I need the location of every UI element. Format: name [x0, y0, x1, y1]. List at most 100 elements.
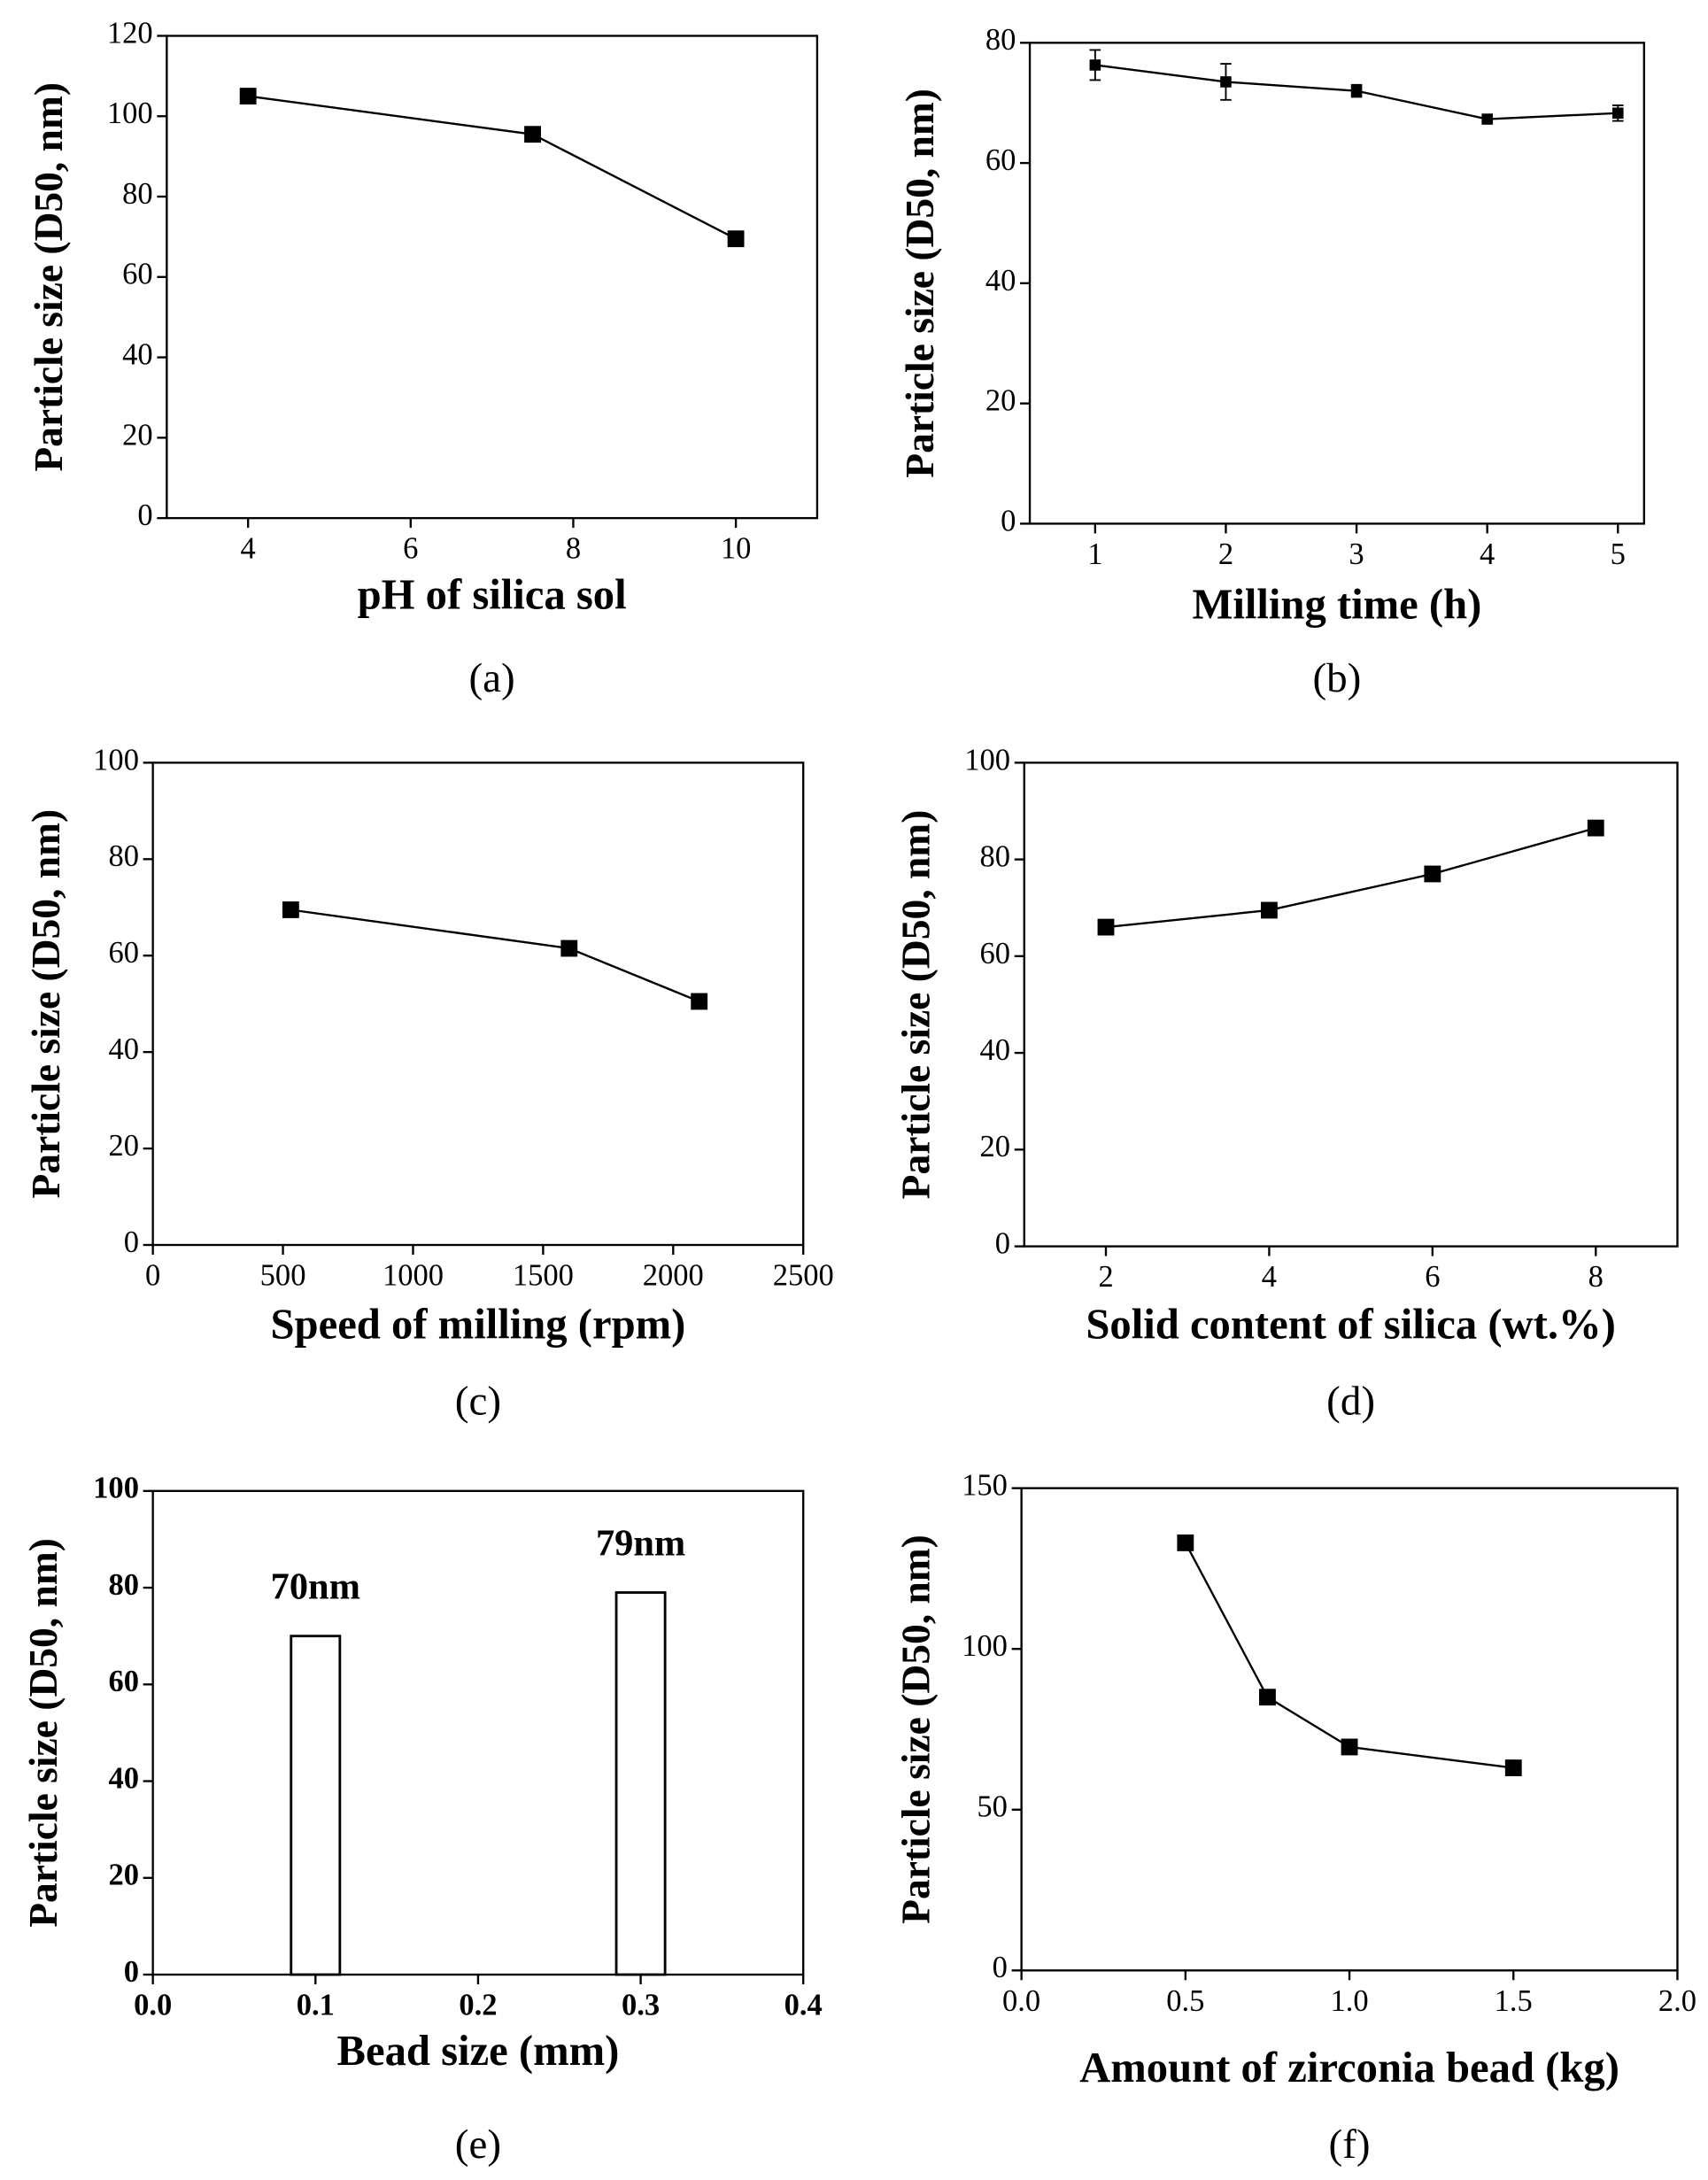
y-tick-label: 100	[93, 1472, 139, 1505]
x-tick-label: 500	[260, 1259, 306, 1293]
y-tick-label: 80	[122, 177, 153, 211]
panel-label: (e)	[455, 2122, 501, 2168]
y-tick-label: 40	[108, 1032, 139, 1066]
marker	[1587, 819, 1604, 837]
line	[1105, 826, 1596, 929]
y-tick-label: 60	[122, 258, 153, 291]
y-tick-label: 20	[122, 418, 153, 452]
x-tick-label: 8	[566, 532, 581, 566]
y-tick-label: 0	[124, 1225, 139, 1259]
y-axis-label: Particle size (D50, nm)	[893, 810, 938, 1200]
value-label: 79nm	[596, 1522, 685, 1564]
line	[290, 908, 700, 1003]
marker	[1220, 76, 1232, 88]
x-tick-label: 2500	[773, 1259, 834, 1293]
marker	[1341, 1738, 1358, 1756]
marker	[282, 901, 299, 918]
x-tick-label: 2	[1098, 1260, 1113, 1294]
x-tick-label: 1.5	[1495, 1984, 1533, 2018]
x-axis-label: Solid content of silica (wt.%)	[1086, 1300, 1616, 1348]
bar	[290, 1635, 342, 1976]
marker	[1097, 918, 1115, 936]
x-axis-label: Bead size (mm)	[337, 2027, 620, 2075]
marker	[1481, 113, 1493, 125]
panel-label: (a)	[468, 655, 514, 701]
y-tick-label: 60	[108, 1665, 139, 1698]
marker	[1612, 107, 1624, 120]
panel-label: (b)	[1312, 655, 1361, 701]
x-tick-label: 6	[1425, 1260, 1440, 1294]
plot-frame	[151, 1489, 805, 1976]
y-tick-label: 20	[985, 384, 1016, 418]
x-tick-label: 0.4	[784, 1989, 823, 2022]
x-tick-label: 5	[1611, 537, 1626, 571]
marker	[727, 230, 745, 248]
y-tick-label: 0	[124, 1955, 139, 1989]
x-tick-label: 8	[1588, 1260, 1604, 1294]
x-tick-label: 0.5	[1166, 1984, 1204, 2018]
y-axis-label: Particle size (D50, nm)	[20, 1538, 66, 1928]
y-tick-label: 80	[108, 1568, 139, 1602]
y-tick-label: 60	[980, 937, 1011, 970]
y-tick-label: 80	[108, 839, 139, 873]
plot-frame	[1023, 761, 1679, 1248]
y-tick-label: 60	[108, 936, 139, 970]
x-tick-label: 4	[1262, 1260, 1277, 1294]
x-axis-label: pH of silica sol	[358, 570, 627, 618]
panel-label: (d)	[1326, 1378, 1375, 1424]
y-tick-label: 80	[985, 23, 1016, 57]
x-tick-label: 0.0	[134, 1989, 172, 2022]
x-tick-label: 6	[403, 532, 418, 566]
x-tick-label: 0.0	[1002, 1984, 1040, 2018]
x-tick-label: 10	[721, 532, 752, 566]
marker	[524, 126, 541, 143]
y-tick-label: 60	[985, 143, 1016, 177]
marker	[1260, 901, 1278, 919]
plot-frame	[151, 761, 805, 1247]
y-tick-label: 40	[985, 264, 1016, 298]
panel-label: (f)	[1329, 2122, 1371, 2168]
y-axis-label: Particle size (D50, nm)	[897, 89, 942, 478]
y-tick-label: 0	[137, 499, 152, 532]
marker	[691, 993, 708, 1010]
bar	[614, 1591, 667, 1976]
x-axis-label: Amount of zirconia bead (kg)	[1079, 2044, 1619, 2091]
y-axis-label: Particle size (D50, nm)	[893, 1535, 938, 1924]
y-tick-label: 20	[108, 1129, 139, 1163]
x-tick-label: 2000	[643, 1259, 704, 1293]
marker	[1424, 865, 1441, 883]
y-tick-label: 0	[995, 1226, 1010, 1260]
marker	[1177, 1534, 1194, 1551]
marker	[1089, 59, 1101, 71]
x-tick-label: 1500	[513, 1259, 574, 1293]
y-axis-label: Particle size (D50, nm)	[23, 809, 68, 1199]
x-tick-label: 0.2	[459, 1989, 497, 2022]
y-tick-label: 50	[977, 1790, 1008, 1824]
y-tick-label: 20	[980, 1130, 1011, 1163]
y-tick-label: 0	[1001, 504, 1016, 537]
marker	[1259, 1689, 1276, 1706]
y-tick-label: 40	[122, 337, 153, 371]
y-axis-label: Particle size (D50, nm)	[26, 82, 71, 472]
x-tick-label: 4	[1480, 537, 1495, 571]
plot-frame	[1028, 42, 1645, 525]
marker	[239, 88, 257, 104]
x-tick-label: 0	[145, 1259, 160, 1293]
x-tick-label: 2	[1218, 537, 1233, 571]
y-tick-label: 100	[93, 743, 139, 777]
y-tick-label: 80	[980, 840, 1011, 874]
plot-frame	[1020, 1487, 1679, 1972]
y-tick-label: 20	[108, 1859, 139, 1892]
y-tick-label: 100	[964, 743, 1010, 777]
x-tick-label: 4	[241, 532, 256, 566]
x-tick-label: 3	[1349, 537, 1364, 571]
marker	[560, 939, 578, 957]
x-tick-label: 1.0	[1330, 1984, 1368, 2018]
marker	[1350, 85, 1363, 97]
y-tick-label: 0	[993, 1951, 1008, 1984]
x-tick-label: 1000	[383, 1259, 444, 1293]
x-tick-label: 0.1	[297, 1989, 335, 2022]
x-tick-label: 2.0	[1658, 1984, 1696, 2018]
x-tick-label: 1	[1087, 537, 1102, 571]
